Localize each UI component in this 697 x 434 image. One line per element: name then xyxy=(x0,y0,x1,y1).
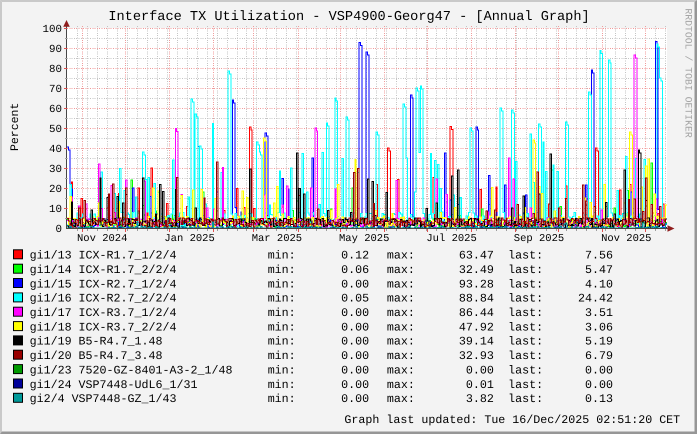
svg-text:min:: min: xyxy=(268,392,296,406)
svg-text:3.82: 3.82 xyxy=(466,392,494,406)
svg-text:Nov 2024: Nov 2024 xyxy=(77,233,127,245)
svg-text:6.79: 6.79 xyxy=(585,349,613,363)
svg-text:max:: max: xyxy=(387,263,415,277)
svg-text:max:: max: xyxy=(387,320,415,334)
svg-text:max:: max: xyxy=(387,349,415,363)
svg-text:last:: last: xyxy=(508,263,543,277)
svg-text:50: 50 xyxy=(49,124,62,136)
svg-text:gi1/19 B5-R4.7_1.48: gi1/19 B5-R4.7_1.48 xyxy=(30,335,163,349)
svg-text:Nov 2025: Nov 2025 xyxy=(601,233,651,245)
svg-text:min:: min: xyxy=(268,277,296,291)
svg-text:min:: min: xyxy=(268,263,296,277)
svg-text:min:: min: xyxy=(268,363,296,377)
svg-text:0.12: 0.12 xyxy=(341,249,369,263)
svg-text:3.06: 3.06 xyxy=(585,320,613,334)
svg-text:93.28: 93.28 xyxy=(459,277,494,291)
svg-text:gi1/24 VSP7448-UdL6_1/31: gi1/24 VSP7448-UdL6_1/31 xyxy=(30,378,198,392)
svg-text:gi1/17 ICX-R3.7_1/2/4: gi1/17 ICX-R3.7_1/2/4 xyxy=(30,306,177,320)
svg-text:max:: max: xyxy=(387,335,415,349)
svg-text:80: 80 xyxy=(49,64,62,76)
svg-text:min:: min: xyxy=(268,249,296,263)
svg-text:Sep 2025: Sep 2025 xyxy=(514,233,564,245)
svg-text:0.00: 0.00 xyxy=(341,392,369,406)
svg-text:max:: max: xyxy=(387,277,415,291)
svg-text:Jan 2025: Jan 2025 xyxy=(164,233,214,245)
svg-text:24.42: 24.42 xyxy=(578,292,613,306)
svg-text:0.00: 0.00 xyxy=(585,378,613,392)
svg-text:3.51: 3.51 xyxy=(585,306,613,320)
svg-text:0.06: 0.06 xyxy=(341,263,369,277)
svg-text:last:: last: xyxy=(508,363,543,377)
svg-text:RRDTOOL / TOBI OETIKER: RRDTOOL / TOBI OETIKER xyxy=(683,8,694,137)
svg-text:7.56: 7.56 xyxy=(585,249,613,263)
svg-text:Interface TX Utilization - VSP: Interface TX Utilization - VSP4900-Georg… xyxy=(108,10,589,25)
svg-text:gi2/4 VSP7448-GZ_1/43: gi2/4 VSP7448-GZ_1/43 xyxy=(30,392,177,406)
svg-text:max:: max: xyxy=(387,292,415,306)
svg-text:max:: max: xyxy=(387,392,415,406)
svg-text:last:: last: xyxy=(508,349,543,363)
svg-text:32.93: 32.93 xyxy=(459,349,494,363)
svg-text:32.49: 32.49 xyxy=(459,263,494,277)
svg-text:gi1/20 B5-R4.7_3.48: gi1/20 B5-R4.7_3.48 xyxy=(30,349,163,363)
svg-text:Percent: Percent xyxy=(9,103,22,151)
svg-text:min:: min: xyxy=(268,306,296,320)
svg-text:0.05: 0.05 xyxy=(341,292,369,306)
svg-text:30: 30 xyxy=(49,164,62,176)
svg-text:max:: max: xyxy=(387,378,415,392)
svg-text:0.00: 0.00 xyxy=(466,363,494,377)
svg-text:last:: last: xyxy=(508,392,543,406)
svg-text:min:: min: xyxy=(268,349,296,363)
svg-text:max:: max: xyxy=(387,306,415,320)
svg-text:5.19: 5.19 xyxy=(585,335,613,349)
svg-text:last:: last: xyxy=(508,320,543,334)
svg-text:60: 60 xyxy=(49,104,62,116)
svg-text:Graph last updated: Tue 16/Dec: Graph last updated: Tue 16/Dec/2025 02:5… xyxy=(344,413,680,427)
svg-text:last:: last: xyxy=(508,306,543,320)
svg-text:gi1/23 7520-GZ-8401-A3-2_1/48: gi1/23 7520-GZ-8401-A3-2_1/48 xyxy=(30,363,233,377)
svg-text:last:: last: xyxy=(508,277,543,291)
svg-text:0.00: 0.00 xyxy=(341,349,369,363)
svg-text:4.10: 4.10 xyxy=(585,277,613,291)
svg-text:86.44: 86.44 xyxy=(459,306,494,320)
svg-text:0.00: 0.00 xyxy=(341,335,369,349)
svg-text:0.00: 0.00 xyxy=(341,306,369,320)
svg-text:Jul 2025: Jul 2025 xyxy=(426,233,476,245)
svg-text:last:: last: xyxy=(508,292,543,306)
svg-text:10: 10 xyxy=(49,204,62,216)
svg-text:0.00: 0.00 xyxy=(341,320,369,334)
svg-text:max:: max: xyxy=(387,363,415,377)
svg-text:0.00: 0.00 xyxy=(341,378,369,392)
svg-text:70: 70 xyxy=(49,84,62,96)
svg-text:0.13: 0.13 xyxy=(585,392,613,406)
svg-text:0.00: 0.00 xyxy=(341,277,369,291)
svg-text:gi1/16 ICX-R2.7_2/2/4: gi1/16 ICX-R2.7_2/2/4 xyxy=(30,292,177,306)
svg-text:May 2025: May 2025 xyxy=(339,233,389,245)
svg-text:min:: min: xyxy=(268,335,296,349)
svg-text:0.00: 0.00 xyxy=(341,363,369,377)
svg-text:max:: max: xyxy=(387,249,415,263)
svg-text:Mar 2025: Mar 2025 xyxy=(252,233,302,245)
svg-text:last:: last: xyxy=(508,335,543,349)
svg-text:100: 100 xyxy=(43,24,62,36)
svg-text:gi1/13 ICX-R1.7_1/2/4: gi1/13 ICX-R1.7_1/2/4 xyxy=(30,249,177,263)
svg-text:88.84: 88.84 xyxy=(459,292,494,306)
svg-text:40: 40 xyxy=(49,144,62,156)
svg-text:last:: last: xyxy=(508,378,543,392)
svg-text:gi1/15 ICX-R2.7_1/2/4: gi1/15 ICX-R2.7_1/2/4 xyxy=(30,277,177,291)
svg-text:20: 20 xyxy=(49,184,62,196)
svg-text:90: 90 xyxy=(49,44,62,56)
svg-text:min:: min: xyxy=(268,292,296,306)
svg-text:0: 0 xyxy=(56,224,62,236)
svg-text:47.92: 47.92 xyxy=(459,320,494,334)
svg-text:min:: min: xyxy=(268,320,296,334)
svg-text:0.01: 0.01 xyxy=(466,378,494,392)
svg-text:gi1/14 ICX-R1.7_2/2/4: gi1/14 ICX-R1.7_2/2/4 xyxy=(30,263,177,277)
svg-text:gi1/18 ICX-R3.7_2/2/4: gi1/18 ICX-R3.7_2/2/4 xyxy=(30,320,177,334)
svg-text:39.14: 39.14 xyxy=(459,335,494,349)
svg-text:last:: last: xyxy=(508,249,543,263)
svg-text:0.00: 0.00 xyxy=(585,363,613,377)
svg-text:63.47: 63.47 xyxy=(459,249,494,263)
svg-text:5.47: 5.47 xyxy=(585,263,613,277)
svg-text:min:: min: xyxy=(268,378,296,392)
